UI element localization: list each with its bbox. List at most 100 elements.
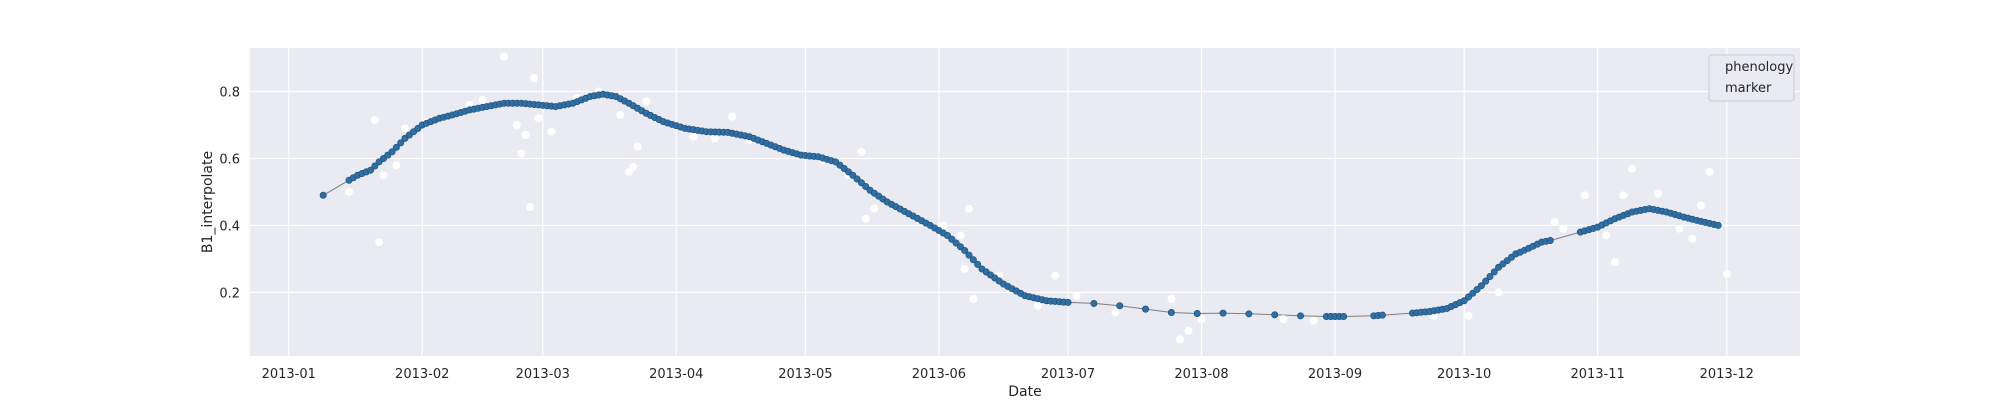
raw-point [965,204,974,213]
x-tick-label: 2013-10 [1437,367,1491,382]
raw-point [1619,191,1628,200]
raw-point [629,162,638,171]
curve-point [1167,308,1175,316]
curve-point [319,191,327,199]
x-axis-ticks: 2013-01 2013-02 2013-03 2013-04 2013-05 2013-… [262,367,1754,382]
curve-point [1482,277,1490,285]
raw-point [1494,288,1503,297]
curve-point [1486,272,1494,280]
raw-point [1072,291,1081,300]
y-tick-label: 0.8 [219,86,240,101]
x-tick-label: 2013-08 [1174,367,1228,382]
interpolated-markers [319,90,1722,320]
x-tick-label: 2013-01 [262,367,316,382]
plot-background [250,48,1800,356]
y-axis-label: B1_interpolate [200,151,216,253]
raw-point [960,264,969,273]
raw-point [689,132,698,141]
curve-point [1297,312,1305,320]
curve-point [1245,310,1253,318]
curve-point [974,260,982,268]
raw-point [1176,335,1184,344]
legend-entry-marker: marker [1725,81,1772,96]
raw-point [1559,224,1568,233]
raw-point [1464,311,1473,320]
raw-point [969,295,978,304]
x-tick-label: 2013-11 [1570,367,1624,382]
curve-point [1142,305,1150,313]
raw-point [1279,315,1288,324]
y-axis-ticks: 0.2 0.4 0.6 0.8 [219,86,240,302]
raw-point [525,203,534,212]
raw-point [711,134,719,143]
raw-point [1580,191,1589,200]
x-tick-label: 2013-06 [912,367,966,382]
legend-box [1708,54,1795,102]
raw-point [1610,258,1619,267]
x-tick-label: 2013-04 [649,367,703,382]
raw-point [1184,326,1193,335]
raw-point [370,115,379,124]
raw-point [1602,231,1611,240]
raw-point [1033,301,1042,310]
curve-point [1477,282,1485,290]
raw-point [956,231,965,240]
legend: phenology marker [1708,54,1795,102]
curve-point [961,247,969,255]
raw-point [534,114,543,123]
raw-point [1722,269,1731,278]
raw-point [512,121,521,129]
raw-observations-series [345,52,1731,344]
raw-point [1675,224,1684,233]
raw-point [375,238,384,247]
x-tick-label: 2013-03 [516,367,570,382]
raw-point [861,214,870,223]
curve-point [1490,268,1498,276]
raw-point [401,124,409,133]
raw-point [1628,164,1637,173]
raw-point [1051,271,1060,280]
x-tick-label: 2013-12 [1700,367,1754,382]
raw-point [616,110,625,119]
legend-entry-phenology: phenology [1725,60,1793,75]
curve-point [1714,221,1722,229]
curve-point [1064,298,1072,306]
curve-point [965,251,973,259]
x-tick-label: 2013-05 [778,367,832,382]
raw-point [478,95,487,104]
curve-point [1378,311,1386,319]
x-axis-label: Date [1008,384,1041,400]
raw-point [392,161,401,170]
y-tick-label: 0.4 [219,219,240,234]
raw-point [1653,189,1662,198]
raw-point [642,97,651,106]
raw-point [1696,201,1705,210]
raw-point [1550,218,1559,227]
raw-point [345,187,354,196]
raw-point [517,149,526,158]
raw-point [1688,234,1697,243]
raw-point [728,112,737,121]
raw-point [870,204,879,213]
raw-point [633,142,642,151]
raw-point [1705,167,1714,176]
raw-point [500,52,509,61]
curve-point [1271,311,1279,319]
curve-point [1340,312,1348,320]
curve-point [1193,309,1201,317]
x-tick-label: 2013-09 [1308,367,1362,382]
curve-point [397,139,405,147]
curve-point [388,148,396,156]
curve-point [1090,299,1098,307]
curve-point [371,162,379,170]
raw-point [1167,295,1176,304]
raw-point [1197,315,1206,324]
raw-point [857,147,866,156]
curve-point [1219,309,1227,317]
x-tick-label: 2013-02 [395,367,449,382]
curve-point [1546,237,1554,245]
raw-point [939,221,948,230]
raw-point [379,171,388,180]
raw-point [547,127,556,136]
